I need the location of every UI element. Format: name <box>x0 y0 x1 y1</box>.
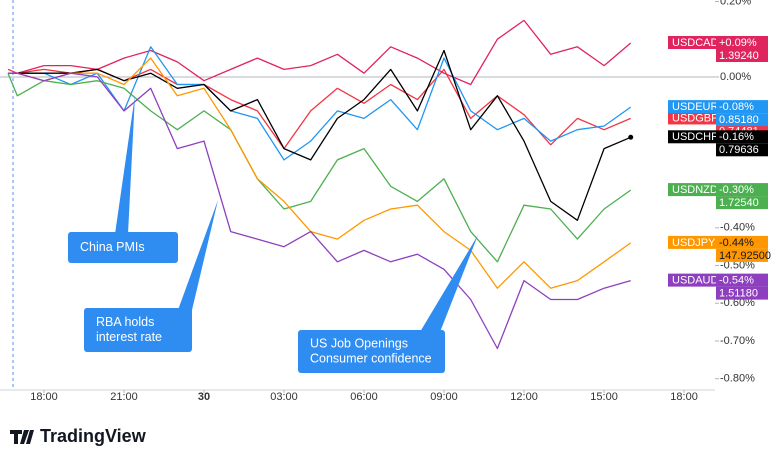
label-bg <box>716 235 768 249</box>
callout-pointer <box>420 235 478 332</box>
label-bg <box>716 130 768 144</box>
annotation-text: interest rate <box>96 330 162 344</box>
price-label: 1.39240 <box>719 50 759 62</box>
change-label: -0.30% <box>719 184 754 196</box>
label-bg <box>668 100 716 114</box>
label-bg <box>716 196 768 210</box>
series-line <box>8 49 631 221</box>
price-label: 1.72540 <box>719 197 759 209</box>
series-label: USDEUR -0.08%0.85180 <box>668 100 768 127</box>
series-label: USDJPY -0.44%147.92500 <box>668 235 771 262</box>
series-name: USDAUD <box>672 275 719 287</box>
label-bg <box>716 183 768 197</box>
callout-box <box>298 330 445 373</box>
change-label: -0.54% <box>719 275 754 287</box>
y-tick-label: -0.40% <box>720 222 755 234</box>
x-tick-label: 06:00 <box>350 391 378 403</box>
brand-logo: TradingView <box>10 426 147 446</box>
y-tick-label: -0.50% <box>720 259 755 271</box>
label-bg <box>716 143 768 157</box>
series-name: USDJPY <box>672 237 716 249</box>
label-bg <box>668 183 716 197</box>
price-label: 147.92500 <box>719 250 771 262</box>
series-label: USDNZD -0.30%1.72540 <box>668 183 768 210</box>
x-tick-label: 15:00 <box>590 391 618 403</box>
price-label: 1.51180 <box>719 288 758 300</box>
label-bg <box>716 100 768 114</box>
logo-icon <box>10 430 34 444</box>
change-label: -0.44% <box>719 237 754 249</box>
x-tick-label: 21:00 <box>110 391 138 403</box>
series-label: USDAUD -0.54%1.51180 <box>668 273 768 300</box>
label-bg <box>668 35 716 49</box>
x-tick-label: 09:00 <box>430 391 458 403</box>
annotation-text: China PMIs <box>80 240 145 254</box>
series-name: USDCHF <box>672 131 718 143</box>
label-bg <box>668 235 716 249</box>
series-name: USDNZD <box>672 184 718 196</box>
y-tick-label: -0.80% <box>720 373 755 385</box>
x-tick-label: 18:00 <box>30 391 58 403</box>
annotation-text: RBA holds <box>96 315 154 329</box>
brand-name: TradingView <box>40 426 147 446</box>
series-name: USDEUR <box>672 101 719 113</box>
label-bg <box>668 273 716 287</box>
label-bg <box>716 113 768 127</box>
label-bg <box>668 111 716 125</box>
series-label: USDCAD +0.09%1.39240 <box>668 35 768 62</box>
y-tick-label: 0.20% <box>720 0 751 7</box>
x-tick-label: 03:00 <box>270 391 298 403</box>
label-bg <box>716 35 768 49</box>
y-tick-label: -0.60% <box>720 297 755 309</box>
label-bg <box>716 286 768 300</box>
series-line <box>8 72 631 350</box>
price-label: 0.85180 <box>719 114 759 126</box>
last-point <box>628 134 634 140</box>
callout-pointer <box>178 200 218 310</box>
price-label: 0.79636 <box>719 144 759 156</box>
x-tick-label: 30 <box>198 391 210 403</box>
series-label: USDCHF -0.16%0.79636 <box>668 130 768 157</box>
callout-box <box>68 232 178 263</box>
x-tick-label: 18:00 <box>670 391 698 403</box>
change-label: -0.16% <box>719 131 754 143</box>
change-label: -0.08% <box>719 101 754 113</box>
label-bg <box>716 273 768 287</box>
change-label: +0.09% <box>719 37 757 49</box>
annotation-text: Consumer confidence <box>310 351 432 365</box>
label-bg <box>716 48 768 62</box>
y-tick-label: 0.00% <box>720 71 751 83</box>
label-bg <box>668 130 716 144</box>
annotation-text: US Job Openings <box>310 336 408 350</box>
series-name: USDGBP <box>672 112 718 124</box>
series-line <box>7 72 632 263</box>
series-name: USDCAD <box>672 37 719 49</box>
callout-pointer <box>115 95 135 234</box>
x-tick-label: 12:00 <box>510 391 538 403</box>
y-tick-label: -0.70% <box>720 335 755 347</box>
label-bg <box>716 248 768 262</box>
callout-box <box>84 308 192 352</box>
